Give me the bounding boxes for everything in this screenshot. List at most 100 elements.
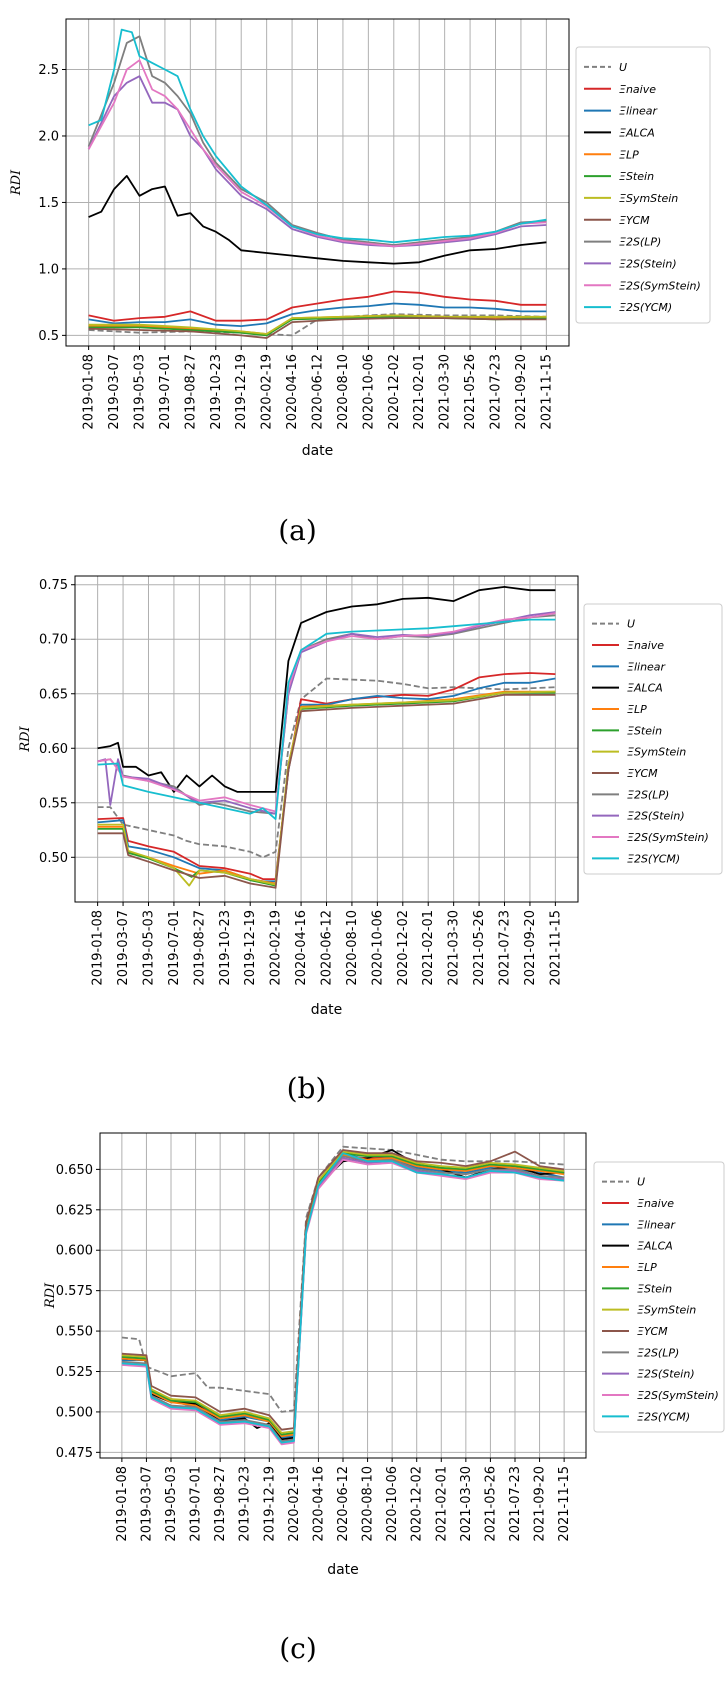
x-tick-label: 2021-07-23 — [498, 910, 513, 986]
legend-entry-label: U — [637, 1176, 645, 1189]
legend-entry-label: Ξ2S(Stein) — [637, 1368, 695, 1381]
series-line-2sstein — [87, 75, 547, 248]
x-tick-label: 2021-03-30 — [438, 354, 453, 430]
x-tick-label: 2019-05-03 — [141, 910, 156, 986]
x-tick-label: 2019-07-01 — [167, 910, 182, 986]
y-tick-label: 0.500 — [56, 1405, 93, 1420]
x-tick-label: 2021-03-30 — [459, 1466, 474, 1542]
legend-entry-label: Ξ2S(LP) — [637, 1346, 679, 1359]
series-line-alca — [88, 174, 547, 265]
plot-frame — [65, 18, 570, 347]
series-line-symstein — [97, 690, 556, 887]
x-tick-label: 2021-02-01 — [434, 1466, 449, 1542]
legend-entry-label: Ξnaive — [627, 639, 664, 652]
legend-entry-label: ΞLP — [619, 148, 639, 161]
x-tick-label: 2020-02-19 — [260, 354, 275, 430]
series-line-ycm — [97, 693, 556, 889]
x-tick-label: 2021-11-15 — [548, 910, 563, 986]
x-tick-label: 2020-10-06 — [370, 910, 385, 986]
x-tick-label: 2020-02-19 — [287, 1466, 302, 1542]
legend: U Ξnaive Ξlinear ΞALCA ΞLP ΞStein ΞSymStein ΞYC… — [575, 46, 711, 324]
legend-entry-label: Ξnaive — [619, 83, 656, 96]
x-tick-label: 2021-03-30 — [447, 910, 462, 986]
y-tick-label: 0.575 — [56, 1284, 93, 1299]
x-tick-label: 2019-12-19 — [262, 1466, 277, 1542]
x-tick-label: 2021-07-23 — [508, 1466, 523, 1542]
x-tick-label: 2020-08-10 — [361, 1466, 376, 1542]
legend-entry-label: Ξ2S(SymStein) — [619, 279, 701, 292]
series-line-2sycm — [97, 618, 556, 820]
x-tick-label: 2019-03-07 — [139, 1466, 154, 1542]
y-tick-label: 0.70 — [39, 633, 68, 648]
legend-entry-label: Ξ2S(Stein) — [627, 810, 685, 823]
y-tick-label: 0.5 — [38, 329, 59, 344]
legend-entry-label: ΞSymStein — [619, 192, 678, 205]
series-line-ycm — [88, 317, 547, 339]
legend-entry-label: ΞYCM — [619, 214, 650, 227]
x-tick-label: 2020-12-02 — [396, 910, 411, 986]
x-tick-label: 2019-10-23 — [209, 354, 224, 430]
x-tick-label: 2021-09-20 — [533, 1466, 548, 1542]
x-tick-label: 2019-10-23 — [218, 910, 233, 986]
legend-entry-label: ΞALCA — [637, 1240, 673, 1253]
x-tick-label: 2021-02-01 — [421, 910, 436, 986]
x-axis-label: date — [302, 443, 334, 459]
x-tick-label: 2020-12-02 — [387, 354, 402, 430]
x-tick-label: 2019-01-08 — [82, 354, 97, 430]
x-tick-label: 2020-08-10 — [336, 354, 351, 430]
x-tick-label: 2021-07-23 — [489, 354, 504, 430]
x-tick-label: 2020-06-12 — [311, 354, 326, 430]
x-tick-label: 2020-02-19 — [269, 910, 284, 986]
x-tick-label: 2019-03-07 — [116, 910, 131, 986]
chart-panel-2: 2019-01-08 2019-03-07 2019-05-03 2019-07-01… — [43, 1132, 725, 1665]
y-tick-label: 0.60 — [39, 742, 68, 757]
legend-box — [593, 1161, 725, 1433]
y-tick-label: 0.625 — [56, 1203, 93, 1218]
y-tick-label: 0.50 — [39, 851, 68, 866]
series-group — [87, 28, 547, 339]
legend-entry-label: Ξ2S(YCM) — [619, 301, 672, 314]
series-line-2slp — [87, 35, 547, 246]
x-tick-label: 2019-03-07 — [107, 354, 122, 430]
y-tick-label: 0.475 — [56, 1446, 93, 1461]
x-tick-label: 2019-05-03 — [132, 354, 147, 430]
legend-entry-label: ΞStein — [627, 724, 662, 737]
x-axis-label: date — [311, 1002, 343, 1018]
series-line-2sycm — [121, 1152, 565, 1444]
x-tick-label: 2020-06-12 — [336, 1466, 351, 1542]
y-tick-label: 0.550 — [56, 1325, 93, 1340]
y-tick-label: 2.0 — [38, 129, 59, 144]
x-tick-label: 2021-09-20 — [514, 354, 529, 430]
series-line-ycm — [121, 1149, 565, 1431]
plot-frame — [74, 575, 579, 903]
legend-entry-label: ΞLP — [627, 703, 647, 716]
x-tick-label: 2019-07-01 — [189, 1466, 204, 1542]
legend-entry-label: ΞALCA — [619, 126, 655, 139]
legend-entry-label: Ξ2S(SymStein) — [627, 831, 709, 844]
legend-entry-label: Ξlinear — [619, 105, 659, 118]
y-tick-label: 0.600 — [56, 1244, 93, 1259]
legend-entry-label: Ξ2S(LP) — [627, 788, 669, 801]
x-tick-label: 2019-07-01 — [158, 354, 173, 430]
legend-entry-label: Ξ2S(Stein) — [619, 257, 677, 270]
x-tick-label: 2019-05-03 — [164, 1466, 179, 1542]
y-tick-label: 0.525 — [56, 1365, 93, 1380]
x-tick-label: 2020-10-06 — [361, 354, 376, 430]
x-tick-label: 2020-04-16 — [294, 910, 309, 986]
legend: U Ξnaive Ξlinear ΞALCA ΞLP ΞStein ΞSymStein ΞYC… — [593, 1161, 725, 1433]
legend-entry-label: Ξnaive — [637, 1197, 674, 1210]
x-tick-label: 2019-08-27 — [192, 910, 207, 986]
legend-entry-label: U — [619, 61, 627, 74]
legend-entry-label: ΞStein — [619, 170, 654, 183]
x-tick-label: 2019-12-19 — [243, 910, 258, 986]
legend-entry-label: Ξlinear — [637, 1218, 677, 1231]
x-tick-label: 2020-04-16 — [285, 354, 300, 430]
x-tick-label: 2021-11-15 — [557, 1466, 572, 1542]
x-tick-label: 2019-01-08 — [91, 910, 106, 986]
chart-panel-0: 2019-01-08 2019-03-07 2019-05-03 2019-07-01… — [9, 18, 711, 547]
legend-entry-label: ΞYCM — [627, 767, 658, 780]
plot-frame — [99, 1132, 587, 1459]
legend-entry-label: Ξ2S(LP) — [619, 236, 661, 249]
series-group — [121, 1145, 565, 1446]
